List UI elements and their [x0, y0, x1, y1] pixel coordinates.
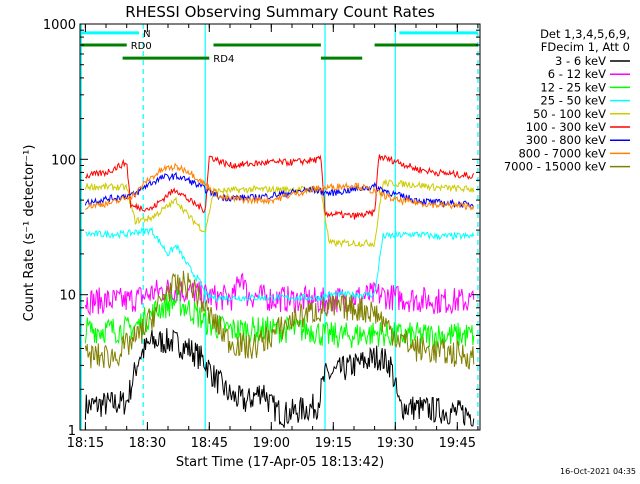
legend-label: 3 - 6 keV: [555, 54, 606, 68]
series-line: [84, 270, 475, 370]
legend-label: 50 - 100 keV: [533, 107, 606, 121]
axes-layer: 18:15 18:30 18:45 19:00 19:15 19:30 19:45 1 10 10…: [43, 18, 481, 451]
x-tick-label: 18:15: [67, 436, 104, 451]
series-line: [84, 171, 475, 209]
series-line: [85, 162, 475, 211]
plot-frame: [79, 23, 481, 431]
x-tick-label: 19:00: [253, 436, 290, 451]
y-tick-label: 1: [68, 424, 76, 439]
y-tick-label: 1000: [43, 18, 76, 33]
legend-header: Det 1,3,4,5,6,9, FDecim 1, Att 0: [540, 27, 630, 54]
y-tick-label: 10: [59, 289, 76, 304]
x-tick-label: 19:15: [315, 436, 352, 451]
legend-label: 25 - 50 keV: [540, 94, 606, 108]
y-axis-title: Count Rate (s⁻¹ detector⁻¹): [22, 145, 37, 322]
y-tick-label: 100: [51, 153, 76, 168]
x-tick-label: 19:45: [439, 436, 476, 451]
footer-timestamp: 16-Oct-2021 04:35: [560, 467, 636, 476]
series-line: [84, 328, 475, 428]
segment-label: N: [143, 29, 150, 40]
legend-header-line: Det 1,3,4,5,6,9,: [540, 27, 630, 41]
x-tick-label: 18:30: [129, 436, 166, 451]
legend-header-line: FDecim 1, Att 0: [541, 40, 630, 54]
series-line: [85, 226, 475, 302]
x-tick-label: 19:30: [377, 436, 414, 451]
legend-label: 12 - 25 keV: [540, 80, 606, 94]
legend-label: 100 - 300 keV: [526, 120, 606, 134]
legend-label: 800 - 7000 keV: [518, 146, 606, 160]
series-line: [84, 272, 475, 316]
series-line: [85, 154, 475, 220]
segment-label: RD4: [213, 54, 234, 65]
series-line: [84, 288, 475, 349]
x-axis-title: Start Time (17-Apr-05 18:13:42): [176, 455, 384, 470]
legend-label: 300 - 800 keV: [526, 133, 606, 147]
segment-label: RD0: [131, 41, 152, 52]
x-tick-label: 18:45: [191, 436, 228, 451]
legend-label: 6 - 12 keV: [548, 67, 606, 81]
chart-title: RHESSI Observing Summary Count Rates: [125, 3, 435, 21]
legend-label: 7000 - 15000 keV: [504, 160, 606, 174]
